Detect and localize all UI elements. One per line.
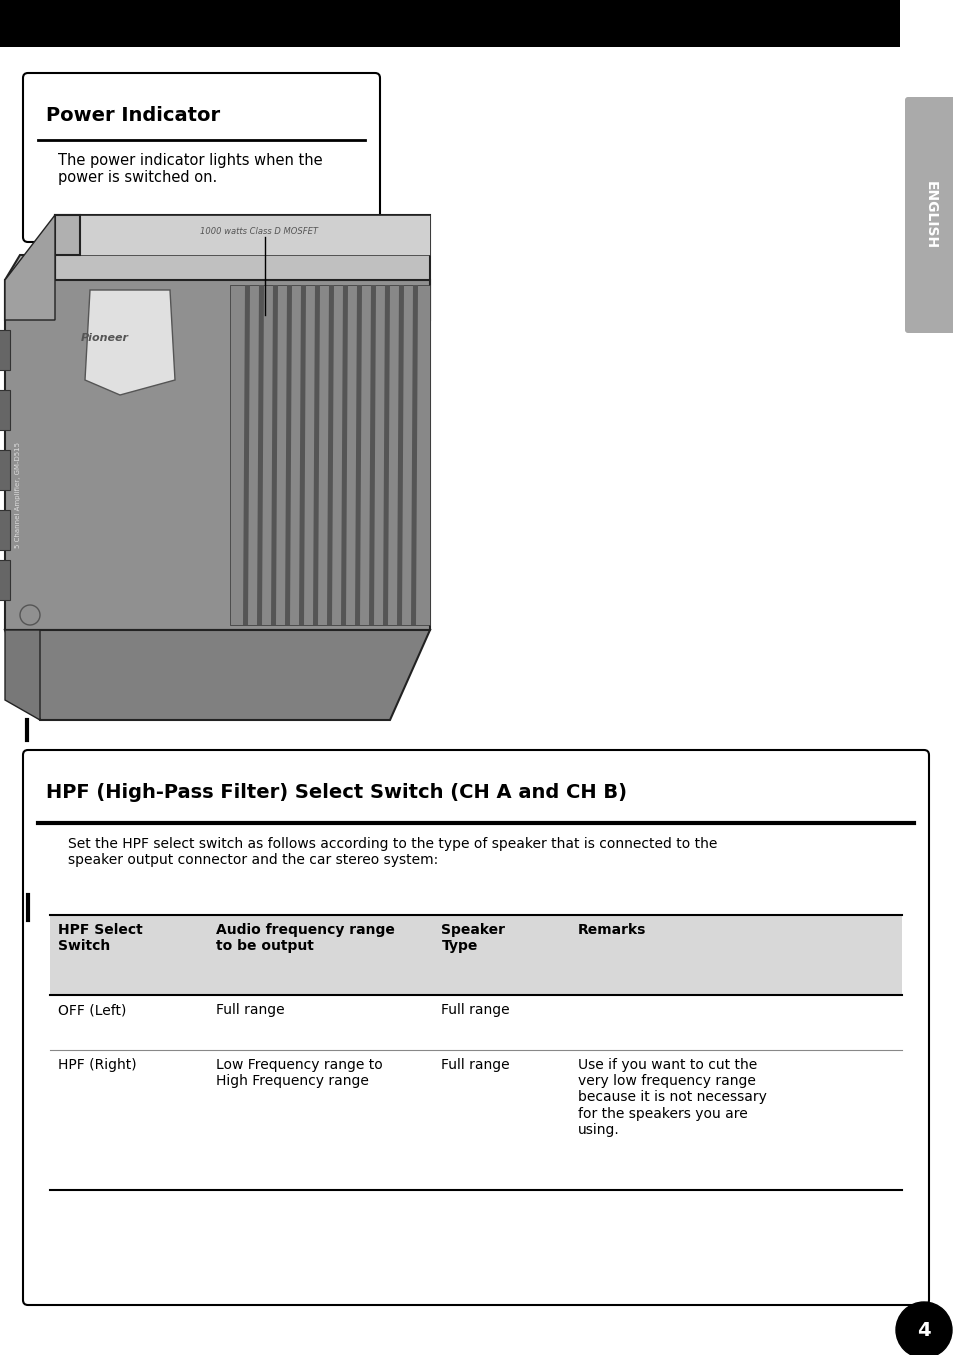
- Text: Power Indicator: Power Indicator: [46, 106, 220, 125]
- Polygon shape: [285, 285, 292, 625]
- Polygon shape: [0, 509, 10, 550]
- Text: Pioneer: Pioneer: [81, 333, 129, 343]
- Polygon shape: [0, 560, 10, 600]
- FancyBboxPatch shape: [23, 73, 379, 243]
- Text: 1000 watts Class D MOSFET: 1000 watts Class D MOSFET: [200, 228, 317, 237]
- Polygon shape: [313, 285, 319, 625]
- Polygon shape: [298, 285, 306, 625]
- FancyBboxPatch shape: [23, 751, 928, 1305]
- Text: Set the HPF select switch as follows according to the type of speaker that is co: Set the HPF select switch as follows acc…: [68, 837, 717, 867]
- Polygon shape: [327, 285, 334, 625]
- Bar: [50, 915, 901, 995]
- Text: HPF Select
Switch: HPF Select Switch: [58, 923, 143, 953]
- Text: Audio frequency range
to be output: Audio frequency range to be output: [215, 923, 395, 953]
- Text: HPF (High-Pass Filter) Select Switch (CH A and CH B): HPF (High-Pass Filter) Select Switch (CH…: [46, 783, 626, 802]
- Polygon shape: [0, 450, 10, 491]
- Text: 5 Channel Amplifier, GM-D515: 5 Channel Amplifier, GM-D515: [15, 442, 21, 547]
- Text: Speaker
Type: Speaker Type: [441, 923, 505, 953]
- Text: Full range: Full range: [215, 1003, 284, 1018]
- Polygon shape: [396, 285, 403, 625]
- Text: HPF (Right): HPF (Right): [58, 1058, 136, 1072]
- Polygon shape: [256, 285, 264, 625]
- Text: ENGLISH: ENGLISH: [923, 182, 937, 249]
- Text: The power indicator lights when the
power is switched on.: The power indicator lights when the powe…: [58, 153, 322, 186]
- Polygon shape: [55, 215, 430, 320]
- Polygon shape: [5, 630, 40, 720]
- Text: 4: 4: [916, 1321, 930, 1340]
- Polygon shape: [5, 215, 80, 320]
- Polygon shape: [5, 630, 430, 720]
- Polygon shape: [80, 215, 430, 255]
- Polygon shape: [271, 285, 277, 625]
- Bar: [0, 0, 899, 47]
- Polygon shape: [0, 331, 10, 370]
- Polygon shape: [411, 285, 417, 625]
- Polygon shape: [369, 285, 375, 625]
- Polygon shape: [230, 285, 430, 625]
- Polygon shape: [5, 215, 55, 320]
- Polygon shape: [5, 280, 430, 630]
- Text: Full range: Full range: [441, 1003, 510, 1018]
- Text: Low Frequency range to
High Frequency range: Low Frequency range to High Frequency ra…: [215, 1058, 382, 1088]
- FancyBboxPatch shape: [904, 98, 953, 333]
- Text: Full range: Full range: [441, 1058, 510, 1072]
- Text: Use if you want to cut the
very low frequency range
because it is not necessary
: Use if you want to cut the very low freq…: [578, 1058, 766, 1137]
- Text: OFF (Left): OFF (Left): [58, 1003, 126, 1018]
- Polygon shape: [382, 285, 390, 625]
- Polygon shape: [340, 285, 348, 625]
- Circle shape: [895, 1302, 951, 1355]
- Text: Remarks: Remarks: [578, 923, 645, 938]
- Polygon shape: [243, 285, 250, 625]
- Polygon shape: [85, 290, 174, 396]
- Polygon shape: [355, 285, 361, 625]
- Polygon shape: [0, 390, 10, 430]
